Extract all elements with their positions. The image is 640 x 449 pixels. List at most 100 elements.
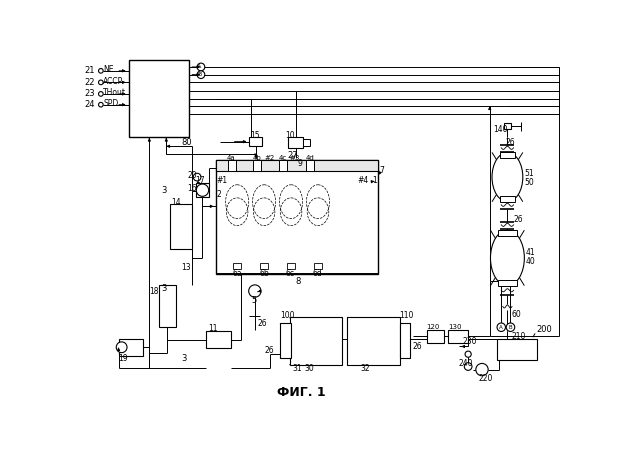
Text: 18: 18 <box>149 286 159 295</box>
Bar <box>250 137 262 146</box>
Text: A: A <box>197 65 202 70</box>
Bar <box>500 153 515 158</box>
Text: 4c: 4c <box>279 155 287 161</box>
Text: #3: #3 <box>289 155 300 161</box>
Text: 220: 220 <box>479 374 493 383</box>
Text: 7: 7 <box>380 167 385 176</box>
Text: 1: 1 <box>372 176 378 185</box>
Text: 4d: 4d <box>306 155 314 161</box>
Text: THout: THout <box>103 88 126 97</box>
Text: 30: 30 <box>305 364 315 373</box>
Text: 4a: 4a <box>227 155 236 161</box>
Text: 140: 140 <box>493 125 508 134</box>
Circle shape <box>196 184 209 196</box>
Text: 80: 80 <box>182 138 193 147</box>
Text: 15: 15 <box>250 131 260 140</box>
Text: B: B <box>509 325 512 330</box>
Text: 26: 26 <box>257 319 267 328</box>
Bar <box>303 139 310 145</box>
Circle shape <box>506 323 515 331</box>
Text: B: B <box>197 72 202 77</box>
Text: 14: 14 <box>171 198 180 207</box>
Text: 32: 32 <box>360 364 370 373</box>
Bar <box>216 160 378 171</box>
Ellipse shape <box>492 153 523 202</box>
Text: 2: 2 <box>216 189 221 198</box>
Text: 6c: 6c <box>285 269 294 278</box>
Text: 100: 100 <box>280 311 295 320</box>
Text: 31: 31 <box>292 364 302 373</box>
Text: 40: 40 <box>526 257 536 266</box>
Circle shape <box>99 102 103 107</box>
Circle shape <box>464 363 472 370</box>
Text: #4: #4 <box>357 176 369 185</box>
Bar <box>287 263 295 269</box>
Text: 110: 110 <box>399 311 414 320</box>
Text: NE: NE <box>103 65 114 74</box>
Bar <box>497 339 538 361</box>
Circle shape <box>99 92 103 96</box>
Bar <box>260 263 268 269</box>
Ellipse shape <box>490 230 524 286</box>
Bar <box>170 204 192 249</box>
Text: 13: 13 <box>182 264 191 273</box>
Bar <box>228 160 236 171</box>
Bar <box>307 160 314 171</box>
Text: 19: 19 <box>118 353 128 362</box>
Text: 24: 24 <box>84 100 95 109</box>
Text: 230: 230 <box>463 337 477 346</box>
Text: 240: 240 <box>459 359 474 368</box>
Text: 16: 16 <box>187 184 196 193</box>
Text: 3: 3 <box>161 186 166 195</box>
Text: 26: 26 <box>513 215 523 224</box>
Bar <box>314 263 322 269</box>
Bar <box>289 317 342 365</box>
Bar <box>498 230 516 236</box>
Bar <box>216 160 378 274</box>
Text: 50: 50 <box>524 178 534 187</box>
Text: 120: 120 <box>426 324 439 330</box>
Circle shape <box>99 80 103 85</box>
Bar <box>448 330 468 343</box>
Text: A: A <box>499 325 503 330</box>
Text: 130: 130 <box>448 324 461 330</box>
Circle shape <box>476 363 488 376</box>
Bar <box>253 160 261 171</box>
Bar <box>498 280 516 286</box>
Text: 5: 5 <box>251 296 256 305</box>
Text: 3: 3 <box>161 284 166 293</box>
Circle shape <box>116 342 127 352</box>
Bar <box>159 285 175 327</box>
Circle shape <box>249 285 261 297</box>
Text: 26: 26 <box>264 346 274 355</box>
Text: 6d: 6d <box>312 269 323 278</box>
Text: 22: 22 <box>84 78 95 87</box>
Bar <box>234 263 241 269</box>
Text: 60: 60 <box>511 310 521 319</box>
Text: SPD: SPD <box>103 99 118 108</box>
Text: 51: 51 <box>524 169 534 178</box>
Text: 210: 210 <box>512 332 526 341</box>
Text: 6b: 6b <box>259 269 269 278</box>
Text: 26: 26 <box>505 138 515 147</box>
Circle shape <box>497 323 506 331</box>
Text: #1: #1 <box>216 176 227 185</box>
Bar <box>196 183 209 197</box>
Circle shape <box>99 69 103 73</box>
Bar <box>129 60 189 137</box>
Text: 21: 21 <box>84 66 95 75</box>
Text: 41: 41 <box>526 248 536 257</box>
Text: 6a: 6a <box>232 269 242 278</box>
Text: 11: 11 <box>209 324 218 333</box>
Circle shape <box>197 63 205 71</box>
Bar <box>280 323 291 358</box>
Bar <box>500 196 515 202</box>
Text: 9: 9 <box>297 158 302 168</box>
Text: 200: 200 <box>537 325 552 334</box>
Text: ACCP: ACCP <box>103 77 124 86</box>
Circle shape <box>193 173 201 181</box>
Bar <box>206 331 231 348</box>
Text: ФИГ. 1: ФИГ. 1 <box>276 386 325 399</box>
Bar <box>399 323 410 358</box>
Bar <box>118 339 143 356</box>
